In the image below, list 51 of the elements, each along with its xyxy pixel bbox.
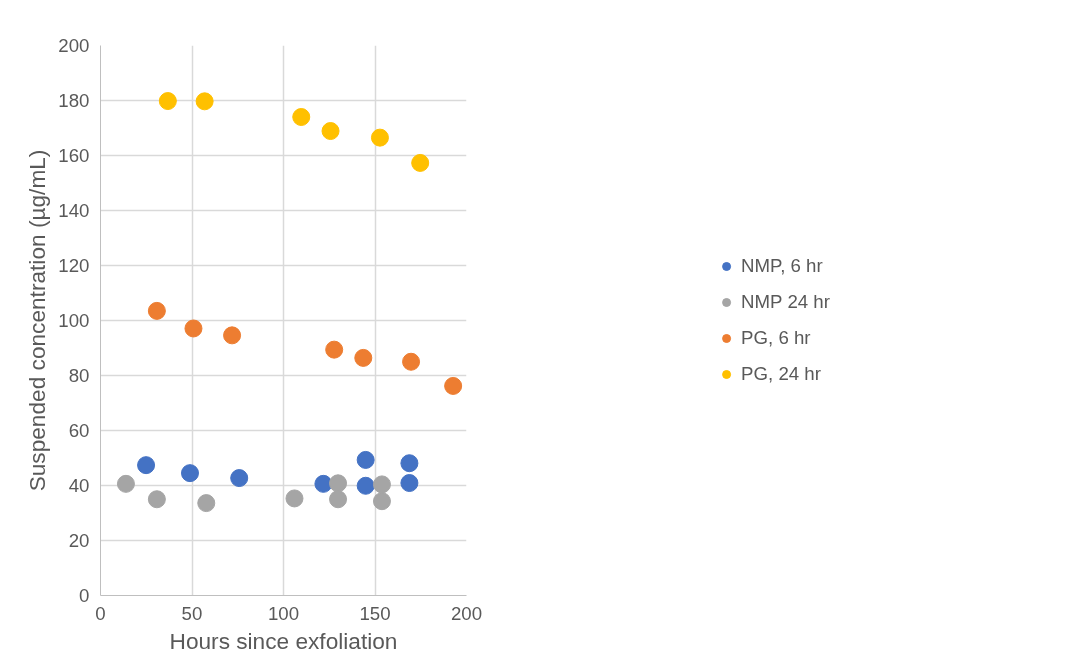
point <box>116 474 135 493</box>
point <box>329 490 348 509</box>
point <box>400 474 419 493</box>
point <box>223 326 242 345</box>
point <box>292 108 311 126</box>
x-tick-label: 200 <box>450 602 483 624</box>
legend-label: PG, 6 hr <box>741 327 811 349</box>
point <box>147 301 166 320</box>
point <box>356 450 375 469</box>
x-axis-title: Hours since exfoliation <box>169 627 398 654</box>
legend-label: NMP, 6 hr <box>741 255 823 277</box>
point <box>184 319 203 338</box>
point <box>314 474 333 493</box>
y-tick-label: 160 <box>58 145 90 166</box>
point <box>321 122 340 141</box>
y-tick-label: 60 <box>68 420 90 441</box>
point <box>372 475 391 494</box>
y-tick-label: 180 <box>58 90 90 111</box>
point <box>356 476 375 495</box>
legend-label: PG, 24 hr <box>741 363 821 385</box>
y-tick-label: 200 <box>58 35 90 56</box>
point <box>285 489 304 508</box>
point <box>197 494 216 513</box>
point <box>444 376 463 395</box>
point <box>325 340 344 359</box>
y-tick-label: 20 <box>68 530 90 551</box>
y-tick-label: 140 <box>58 200 90 221</box>
point <box>195 92 214 111</box>
x-tick-label: 150 <box>359 602 391 624</box>
point <box>158 92 177 111</box>
point <box>230 469 249 488</box>
y-tick-label: 40 <box>68 475 90 496</box>
y-tick-label: 0 <box>79 585 90 606</box>
point <box>354 348 373 367</box>
point <box>370 128 389 147</box>
point <box>329 474 348 493</box>
point <box>411 153 430 172</box>
x-tick-label: 100 <box>267 602 300 624</box>
point <box>402 352 421 371</box>
point <box>147 490 166 509</box>
y-tick-label: 100 <box>58 310 90 331</box>
legend-label: NMP 24 hr <box>741 291 830 313</box>
y-axis-title: Suspended concentration (µg/mL) <box>24 149 51 492</box>
point <box>400 454 419 473</box>
x-tick-label: 0 <box>95 602 106 624</box>
y-tick-label: 120 <box>58 255 90 276</box>
x-tick-label: 50 <box>181 602 203 624</box>
point <box>137 456 156 475</box>
y-tick-label: 80 <box>68 365 90 386</box>
point <box>372 492 391 511</box>
point <box>180 464 199 483</box>
